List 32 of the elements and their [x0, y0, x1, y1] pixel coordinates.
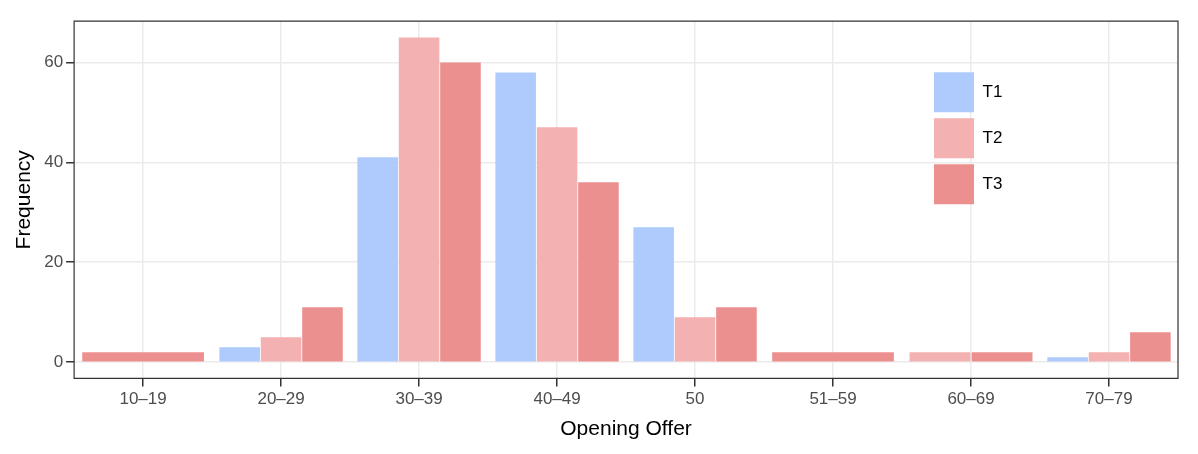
x-tick-label: 40–49	[533, 389, 581, 409]
bar	[495, 72, 536, 362]
x-tick-label: 30–39	[395, 389, 443, 409]
legend-label: T3	[982, 173, 1003, 193]
bar	[674, 317, 716, 362]
bar	[536, 127, 578, 362]
bar	[302, 307, 343, 362]
x-tick-label: 70–79	[1085, 389, 1133, 409]
bar	[578, 182, 619, 362]
x-tick-label: 51–59	[809, 389, 857, 409]
bar	[440, 62, 481, 362]
y-tick-label: 20	[44, 251, 64, 271]
bar	[260, 337, 302, 362]
bar	[1088, 352, 1130, 362]
bar	[716, 307, 757, 362]
bar	[1130, 332, 1171, 362]
y-axis-title: Frequency	[11, 149, 35, 250]
legend-label: T1	[982, 81, 1003, 101]
bar	[633, 227, 674, 362]
legend-label: T2	[982, 127, 1003, 147]
bar	[219, 347, 260, 362]
y-tick-label: 60	[44, 52, 64, 72]
bar	[1047, 357, 1088, 362]
x-tick-label: 20–29	[257, 389, 305, 409]
x-axis-title: Opening Offer	[560, 416, 692, 440]
y-tick-label: 40	[44, 152, 64, 172]
x-tick-label: 10–19	[119, 389, 167, 409]
x-tick-label: 50	[685, 389, 705, 409]
bar	[398, 37, 440, 362]
x-tick-label: 60–69	[947, 389, 995, 409]
y-tick-label: 0	[53, 351, 64, 371]
bar	[357, 157, 398, 362]
